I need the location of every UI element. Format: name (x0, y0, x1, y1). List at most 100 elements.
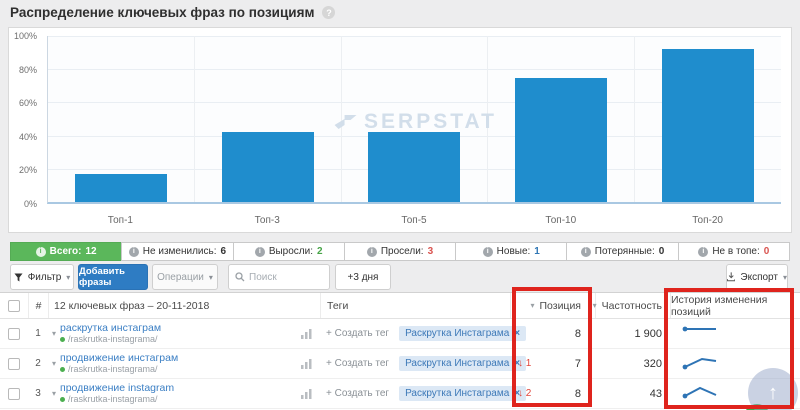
position-value: 8 (574, 327, 581, 340)
scroll-to-top-button[interactable]: ↑ (748, 368, 798, 410)
tag-chip[interactable]: Раскрутка Инстаграма × (399, 386, 527, 401)
tab-count: 12 (85, 246, 97, 257)
chevron-down-icon: ▾ (208, 272, 213, 282)
tab-count: 6 (220, 246, 227, 257)
bar-top20[interactable] (662, 49, 755, 202)
frequency-value: 320 (643, 357, 662, 370)
keyword-url: /raskrutka-instagrama/ (60, 334, 297, 344)
keyword-cell: ▾ раскрутка инстаграм /raskrutka-instagr… (48, 322, 320, 344)
y-axis: 100% 80% 60% 40% 20% 0% (9, 31, 42, 209)
expander-icon[interactable]: ▾ (52, 389, 57, 398)
bar-top10[interactable] (515, 77, 608, 202)
header-number: # (28, 293, 48, 318)
help-icon[interactable]: ? (322, 6, 336, 19)
add-days-button[interactable]: +3 дня (335, 264, 391, 290)
select-all-checkbox[interactable] (8, 299, 20, 312)
header-position-label: Позиция (539, 299, 581, 312)
row-number: 2 (35, 358, 41, 369)
filter-button[interactable]: Фильтр ▾ (10, 264, 74, 290)
mini-chart-icon[interactable] (301, 358, 312, 369)
position-cell: 8 (510, 328, 595, 340)
mini-chart-icon[interactable] (301, 388, 312, 399)
bar-slot-top5 (340, 36, 488, 202)
keyword-url: /raskrutka-instagrama/ (60, 364, 297, 374)
tab-count: 3 (427, 246, 434, 257)
y-tick: 20% (18, 165, 37, 176)
x-tick: Топ-20 (692, 215, 723, 226)
x-tick: Топ-1 (107, 215, 133, 226)
sort-icon[interactable]: ▾ (530, 301, 535, 310)
position-cell: ↓ 1 7 (510, 358, 595, 370)
expander-icon[interactable]: ▾ (52, 359, 57, 368)
sort-icon[interactable]: ▾ (592, 301, 597, 310)
y-tick: 80% (18, 64, 37, 75)
header-frequency[interactable]: ▾ Частотность (592, 293, 670, 318)
keyword-link[interactable]: продвижение инстаграм (60, 352, 179, 365)
history-sparkline[interactable] (682, 384, 720, 400)
bar-top5[interactable] (368, 132, 461, 202)
table-row: 2 ▾ продвижение инстаграм /raskrutka-ins… (0, 349, 800, 379)
info-icon: i (254, 246, 265, 257)
operations-select[interactable]: Операции ▾ (152, 264, 218, 290)
history-cell (670, 384, 800, 403)
export-button[interactable]: Экспорт ▾ (726, 264, 788, 290)
frequency-value: 1 900 (634, 327, 662, 340)
tab-total[interactable]: i Всего: 12 (10, 242, 123, 261)
table-row: 1 ▾ раскрутка инстаграм /raskrutka-insta… (0, 319, 800, 349)
bar-slot-top10 (487, 36, 634, 202)
keyword-link[interactable]: раскрутка инстаграм (60, 322, 162, 335)
history-sparkline[interactable] (682, 324, 720, 340)
table-row: 3 ▾ продвижение instagram /raskrutka-ins… (0, 379, 800, 409)
tag-chip[interactable]: Раскрутка Инстаграма × (399, 356, 527, 371)
filter-label: Фильтр (27, 271, 62, 283)
tab-not-in-top[interactable]: i Не в топе: 0 (677, 242, 790, 261)
bar-top1[interactable] (74, 173, 167, 202)
row-checkbox[interactable] (8, 387, 20, 400)
row-checkbox[interactable] (8, 327, 20, 340)
history-sparkline[interactable] (682, 354, 720, 370)
tag-remove-icon[interactable]: × (514, 328, 521, 339)
tab-label: Не изменились: (142, 246, 217, 257)
tag-remove-icon[interactable]: × (514, 388, 521, 399)
create-tag-button[interactable]: + Создать тег (326, 388, 390, 399)
create-tag-button[interactable]: + Создать тег (326, 328, 390, 339)
tab-label: Новые: (496, 246, 531, 257)
x-tick: Топ-3 (254, 215, 280, 226)
plot-area: SERPSTAT (47, 36, 781, 204)
tab-unchanged[interactable]: i Не изменились: 6 (121, 242, 234, 261)
table-header-row: # 12 ключевых фраз – 20-11-2018 Теги ▾ П… (0, 293, 800, 319)
search-input[interactable] (249, 271, 319, 283)
position-value: 7 (574, 357, 581, 370)
tab-new[interactable]: i Новые: 1 (455, 242, 568, 261)
tab-grown[interactable]: i Выросли: 2 (232, 242, 345, 261)
keyword-link[interactable]: продвижение instagram (60, 382, 175, 395)
tag-label: Раскрутка Инстаграма (405, 388, 510, 399)
tag-remove-icon[interactable]: × (514, 358, 521, 369)
bar-top3[interactable] (221, 132, 314, 202)
info-icon: i (35, 246, 46, 257)
add-phrases-button[interactable]: Добавить фразы (78, 264, 148, 290)
position-value: 8 (574, 387, 581, 400)
tab-lost[interactable]: i Потерянные: 0 (566, 242, 679, 261)
y-tick: 60% (18, 98, 37, 109)
tab-label: Просели: (380, 246, 424, 257)
mini-chart-icon[interactable] (301, 328, 312, 339)
row-checkbox[interactable] (8, 357, 20, 370)
y-tick: 100% (13, 31, 37, 41)
row-checkbox-cell (0, 327, 28, 340)
info-icon: i (482, 246, 493, 257)
tag-chip[interactable]: Раскрутка Инстаграма × (399, 326, 527, 341)
keyword-lines: продвижение instagram /raskrutka-instagr… (60, 382, 297, 404)
row-number: 1 (35, 328, 41, 339)
tab-label: Потерянные: (594, 246, 655, 257)
tab-dropped[interactable]: i Просели: 3 (343, 242, 457, 261)
expander-icon[interactable]: ▾ (52, 329, 57, 338)
add-phrases-label: Добавить фразы (79, 266, 126, 288)
positions-distribution-chart: 100% 80% 60% 40% 20% 0% (8, 27, 792, 233)
create-tag-button[interactable]: + Создать тег (326, 358, 390, 369)
header-keywords[interactable]: 12 ключевых фраз – 20-11-2018 (48, 293, 320, 318)
header-position[interactable]: ▾ Позиция (510, 293, 595, 318)
position-change: ↓ 2 (518, 388, 532, 399)
bar-slot-top20 (634, 36, 781, 202)
